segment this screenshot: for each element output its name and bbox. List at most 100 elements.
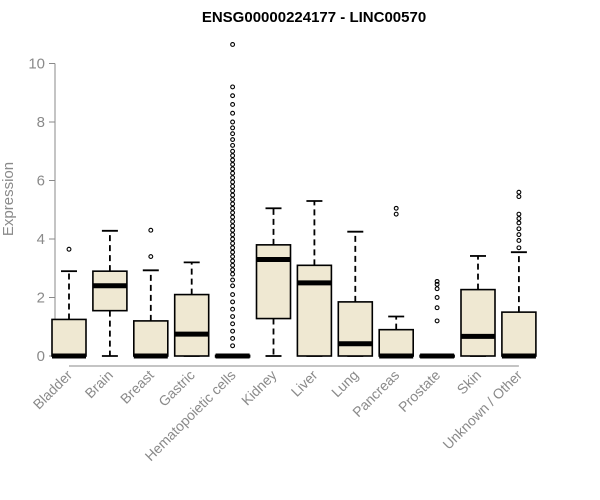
- outlier-point: [230, 223, 236, 229]
- box-body: [296, 264, 333, 357]
- outlier-point: [230, 183, 236, 189]
- box-body: [92, 270, 128, 312]
- x-tick-label: Bladder: [30, 367, 76, 413]
- outlier-point: [230, 328, 236, 334]
- y-axis-label: Expression: [0, 162, 17, 236]
- outlier-point: [434, 286, 440, 292]
- box-5: [255, 207, 292, 357]
- outlier-point: [230, 277, 236, 283]
- outlier-point: [230, 283, 236, 289]
- outlier-point: [516, 226, 522, 232]
- x-tick-label: Lung: [328, 367, 361, 400]
- outlier-point: [230, 245, 236, 251]
- outlier-point: [230, 84, 236, 90]
- outlier-point: [516, 238, 522, 243]
- x-tick-label: Brain: [82, 367, 116, 401]
- box-body: [133, 320, 169, 357]
- outlier-point: [230, 343, 236, 349]
- plot-area: [51, 42, 537, 359]
- box-4: [214, 42, 251, 359]
- box-body: [173, 293, 210, 357]
- box-body: [337, 301, 374, 357]
- outlier-point: [230, 157, 236, 163]
- outlier-point: [230, 236, 236, 242]
- box-11: [501, 189, 537, 359]
- outlier-point: [230, 240, 236, 246]
- box-2: [133, 227, 169, 359]
- outlier-point: [516, 220, 522, 226]
- outlier-point: [393, 211, 399, 217]
- box-9: [419, 278, 455, 359]
- outlier-point: [230, 93, 236, 99]
- outlier-point: [230, 271, 236, 277]
- x-tick-label: Skin: [454, 367, 485, 398]
- outlier-point: [230, 306, 236, 312]
- outlier-point: [230, 175, 236, 181]
- outlier-point: [434, 278, 440, 284]
- box-body: [460, 288, 496, 357]
- outlier-point: [230, 192, 236, 198]
- box-body: [51, 318, 87, 357]
- outlier-point: [148, 227, 154, 233]
- outlier-point: [230, 258, 236, 264]
- outlier-point: [230, 232, 236, 238]
- outlier-point: [230, 188, 236, 194]
- y-tick-label: 6: [37, 173, 45, 190]
- outlier-point: [230, 314, 236, 319]
- outlier-point: [230, 119, 236, 125]
- x-tick-label: Breast: [117, 367, 157, 407]
- outlier-point: [230, 161, 236, 167]
- outlier-point: [230, 254, 236, 259]
- outlier-point: [434, 281, 440, 287]
- outlier-point: [230, 201, 236, 207]
- outlier-point: [516, 194, 522, 200]
- outlier-point: [148, 254, 154, 259]
- outlier-point: [434, 318, 440, 324]
- outlier-point: [230, 125, 236, 131]
- outlier-point: [230, 249, 236, 255]
- outlier-point: [230, 197, 236, 202]
- outlier-point: [230, 179, 236, 185]
- outlier-point: [230, 292, 236, 298]
- x-tick-label: Kidney: [238, 367, 280, 409]
- outlier-point: [230, 262, 236, 268]
- box-body: [378, 328, 415, 357]
- y-tick-label: 0: [37, 348, 45, 365]
- box-10: [460, 255, 496, 357]
- outlier-point: [230, 299, 236, 305]
- outlier-point: [434, 305, 440, 311]
- outlier-point: [230, 137, 236, 143]
- outlier-point: [230, 131, 236, 137]
- outlier-point: [516, 189, 522, 195]
- outlier-point: [66, 246, 72, 252]
- y-tick-label: 4: [37, 231, 45, 248]
- y-tick-label: 10: [28, 56, 45, 73]
- outlier-point: [230, 321, 236, 327]
- box-8: [378, 205, 415, 359]
- box-1: [92, 229, 128, 357]
- outlier-point: [230, 42, 236, 47]
- x-tick-label: Liver: [288, 367, 321, 400]
- outlier-point: [230, 267, 236, 273]
- outlier-point: [230, 214, 236, 220]
- outlier-point: [230, 166, 236, 172]
- outlier-point: [230, 170, 236, 176]
- outlier-point: [230, 148, 236, 154]
- box-6: [296, 200, 333, 357]
- box-7: [337, 230, 374, 357]
- x-tick-label: Prostate: [395, 367, 443, 415]
- outlier-point: [516, 211, 522, 217]
- outlier-point: [516, 245, 522, 251]
- box-body: [255, 244, 292, 320]
- box-0: [51, 246, 87, 359]
- outlier-point: [230, 153, 236, 159]
- y-axis: 0 2 4 6 8 10: [28, 56, 56, 365]
- chart-title: ENSG00000224177 - LINC00570: [202, 9, 426, 26]
- outlier-point: [516, 216, 522, 221]
- outlier-point: [230, 219, 236, 224]
- outlier-point: [434, 295, 440, 300]
- outlier-point: [230, 205, 236, 211]
- outlier-point: [230, 101, 236, 107]
